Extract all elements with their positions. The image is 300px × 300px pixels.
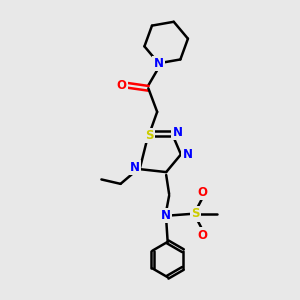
Text: N: N [182,148,192,161]
Text: O: O [197,229,207,242]
Text: S: S [146,129,154,142]
Text: O: O [197,186,207,199]
Text: O: O [117,79,127,92]
Text: N: N [161,209,171,222]
Text: N: N [129,161,140,174]
Text: S: S [191,207,200,220]
Text: N: N [172,126,182,139]
Text: N: N [154,57,164,70]
